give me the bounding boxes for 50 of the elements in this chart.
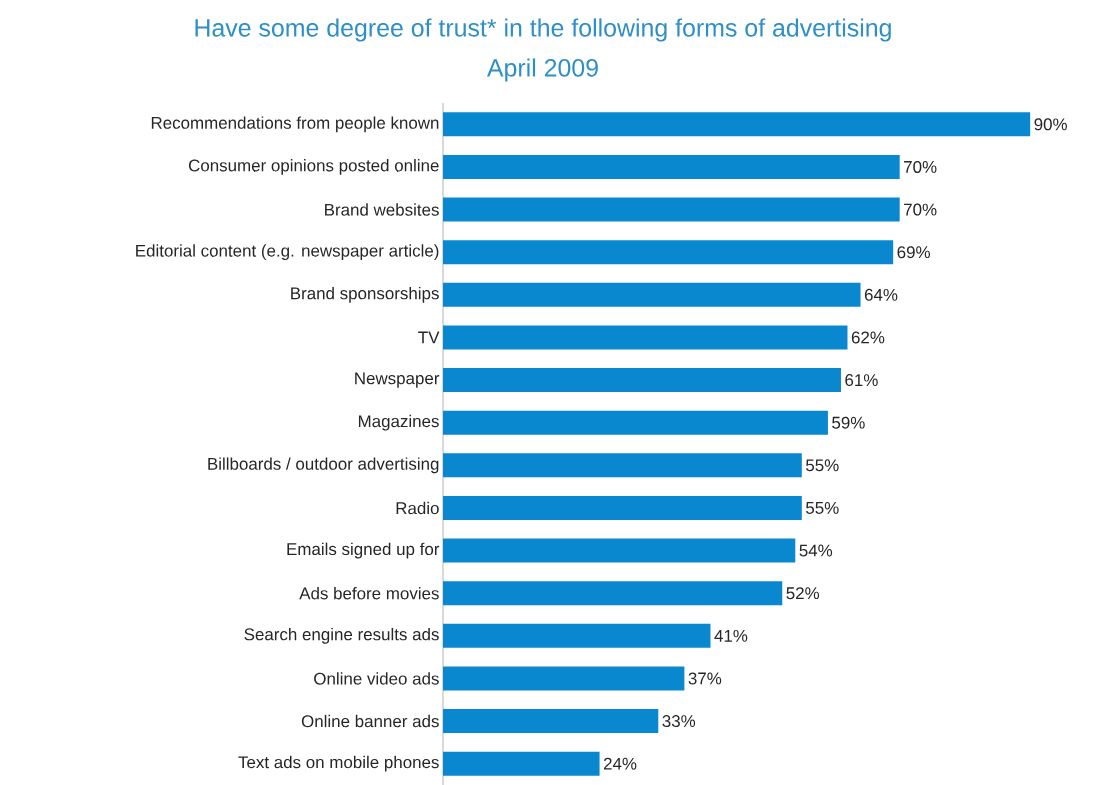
data-label: 55% [806,501,839,514]
data-label: 59% [832,416,865,429]
y-tick-label: Emails signed up for [287,542,440,559]
data-label: 69% [897,246,930,259]
data-label: 90% [1034,118,1067,131]
data-label: 62% [851,331,885,344]
data-label: 55% [806,459,839,472]
bar [443,666,685,691]
y-tick-label: Editorial content (e.g. newspaper article) [136,244,439,261]
bar [443,325,848,350]
bar [443,709,659,734]
y-tick-label: Online video ads [314,672,439,685]
data-label: 64% [864,288,898,301]
data-label: 37% [688,672,722,685]
data-label: 33% [662,715,696,728]
bar [443,240,894,265]
bar [443,581,783,606]
y-tick-label: Consumer opinions posted online [188,159,439,175]
y-tick-label: Magazines [358,414,439,431]
bar [443,751,600,776]
data-label: 41% [714,629,748,642]
y-tick-label: Search engine results ads [244,627,439,644]
data-label: 54% [799,544,833,557]
y-tick-label: Brand websites [325,203,439,216]
data-label: 24% [603,757,637,770]
bar [443,410,828,435]
y-tick-label: Ads before movies [299,586,439,600]
y-tick-label: Brand sponsorships [291,286,439,303]
y-tick-label: Radio [396,501,439,515]
data-label: 70% [904,160,937,173]
bar [443,112,1031,137]
bar [443,538,796,563]
bar [443,623,711,648]
bar [443,154,900,179]
y-tick-label: Newspaper [355,372,440,388]
data-label: 61% [845,374,878,387]
bar [443,453,802,478]
chart-subtitle: April 2009 [486,58,598,82]
y-tick-label: TV [418,331,440,344]
data-label: 70% [904,203,937,216]
bar [443,197,900,222]
bar [443,495,802,520]
y-tick-label: Online banner ads [301,714,439,728]
chart-title: Have some degree of trust* in the following forms of advertising [195,18,891,42]
y-tick-label: Text ads on mobile phones [238,755,439,772]
y-tick-label: Recommendations from people known [151,116,439,133]
bar [443,368,841,393]
bar [443,282,861,307]
data-label: 52% [786,587,820,600]
y-tick-label: Billboards / outdoor advertising [208,457,439,474]
